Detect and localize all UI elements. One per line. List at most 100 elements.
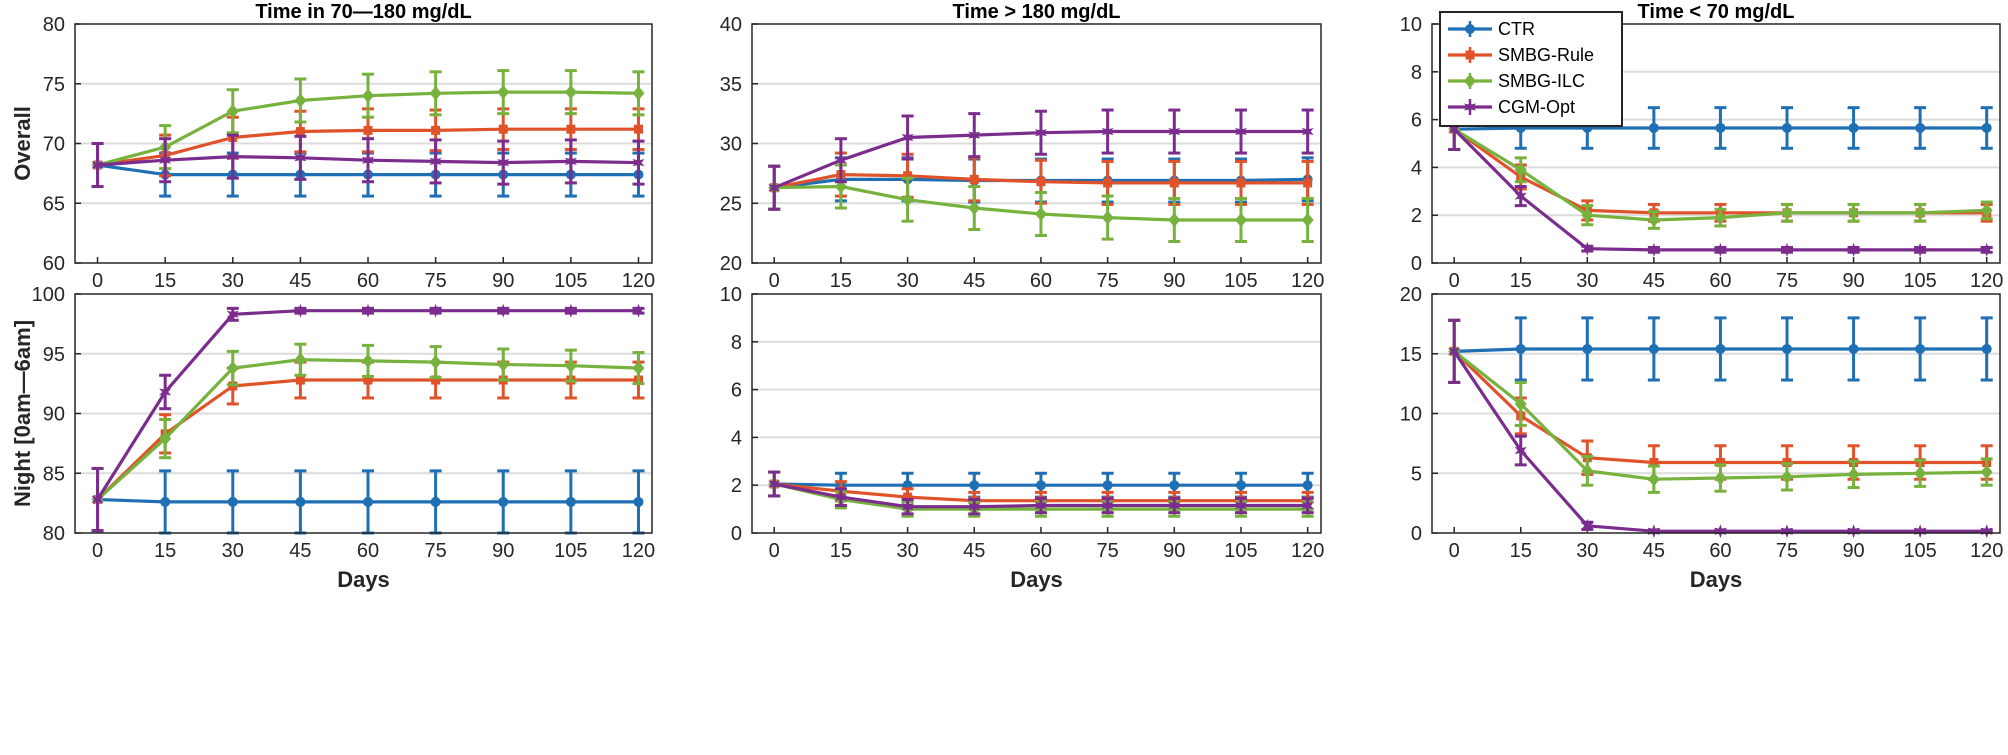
data-point xyxy=(1647,242,1660,257)
y-tick-label: 90 xyxy=(43,404,65,426)
data-point xyxy=(834,153,847,168)
data-point xyxy=(363,375,373,385)
x-tick-label: 45 xyxy=(1643,540,1665,562)
series-cgm-opt xyxy=(91,303,645,533)
data-point xyxy=(1781,205,1793,220)
data-point xyxy=(1647,472,1660,487)
x-tick-label: 120 xyxy=(1970,540,2003,562)
data-point xyxy=(1514,396,1527,411)
data-point xyxy=(1980,465,1993,480)
x-tick-label: 120 xyxy=(1970,270,2003,292)
x-tick-label: 0 xyxy=(1449,540,1460,562)
data-point xyxy=(969,480,980,491)
data-point xyxy=(1981,343,1992,354)
data-point xyxy=(1714,242,1727,257)
x-tick-label: 60 xyxy=(1030,270,1052,292)
x-tick-label: 15 xyxy=(1510,270,1532,292)
data-point xyxy=(1980,242,1993,257)
data-point xyxy=(363,125,373,135)
data-point xyxy=(226,149,239,164)
y-tick-label: 2 xyxy=(731,475,742,497)
data-point xyxy=(1715,457,1725,467)
data-point xyxy=(295,375,305,385)
series-ctr xyxy=(91,466,645,535)
y-tick-label: 0 xyxy=(1411,523,1422,545)
data-point xyxy=(294,150,307,165)
data-point xyxy=(1915,343,1926,354)
data-point xyxy=(1102,480,1113,491)
data-point xyxy=(294,93,307,108)
data-point xyxy=(497,85,510,100)
data-point xyxy=(1980,203,1993,218)
x-tick-label: 105 xyxy=(554,540,587,562)
data-point xyxy=(1914,466,1927,481)
x-tick-label: 90 xyxy=(492,270,514,292)
data-point xyxy=(632,361,645,376)
data-point xyxy=(1301,124,1314,139)
data-point xyxy=(1168,498,1181,513)
data-point xyxy=(1168,212,1181,227)
data-point xyxy=(363,496,374,507)
y-tick-label: 6 xyxy=(731,380,742,402)
y-tick-label: 75 xyxy=(43,74,65,96)
data-point xyxy=(1714,471,1727,486)
data-point xyxy=(226,361,239,376)
data-point xyxy=(834,490,847,505)
data-point xyxy=(1036,177,1046,187)
data-point xyxy=(226,307,239,322)
x-tick-label: 0 xyxy=(92,270,103,292)
data-point xyxy=(1647,524,1660,539)
x-tick-label: 90 xyxy=(1163,540,1185,562)
data-point xyxy=(361,153,375,168)
x-tick-label: 0 xyxy=(769,270,780,292)
data-point xyxy=(226,104,239,119)
data-point xyxy=(564,154,577,169)
x-tick-label: 15 xyxy=(830,540,852,562)
legend-label: SMBG-ILC xyxy=(1498,71,1585,91)
x-tick-label: 60 xyxy=(1030,540,1052,562)
legend-item-smbg-ilc: SMBG-ILC xyxy=(1448,71,1585,91)
data-point xyxy=(1234,212,1247,227)
axes-box xyxy=(1431,23,2001,264)
x-tick-label: 30 xyxy=(896,270,918,292)
data-point xyxy=(1448,122,1461,137)
axes-box xyxy=(751,293,1322,534)
data-point xyxy=(1581,518,1594,533)
data-point xyxy=(633,496,644,507)
data-point xyxy=(1169,178,1179,188)
x-tick-label: 45 xyxy=(963,270,985,292)
x-tick-label: 75 xyxy=(1097,540,1119,562)
x-tick-label: 75 xyxy=(1776,540,1798,562)
x-tick-label: 60 xyxy=(1709,270,1731,292)
data-point xyxy=(901,192,914,207)
data-point xyxy=(91,492,104,507)
data-point xyxy=(1035,480,1046,491)
x-tick-label: 105 xyxy=(554,270,587,292)
y-tick-label: 4 xyxy=(1411,157,1422,179)
data-point xyxy=(1915,122,1926,133)
data-point xyxy=(1581,241,1594,256)
y-tick-label: 10 xyxy=(1400,404,1422,426)
legend-label: CTR xyxy=(1498,19,1535,39)
legend-marker xyxy=(1464,74,1476,88)
data-point xyxy=(497,303,510,318)
data-point xyxy=(429,154,442,169)
data-point xyxy=(1235,480,1246,491)
data-point xyxy=(160,496,171,507)
data-point xyxy=(1514,443,1527,458)
data-point xyxy=(227,496,238,507)
data-point xyxy=(968,201,981,216)
legend-item-cgm-opt: CGM-Opt xyxy=(1448,97,1575,117)
data-point xyxy=(968,499,981,514)
data-point xyxy=(1234,124,1247,139)
data-point xyxy=(1303,178,1313,188)
data-point xyxy=(1781,469,1793,484)
x-tick-label: 0 xyxy=(92,540,103,562)
data-point xyxy=(1780,242,1794,257)
y-tick-label: 10 xyxy=(1400,14,1422,36)
x-tick-label: 0 xyxy=(1449,270,1460,292)
y-tick-label: 10 xyxy=(720,284,742,306)
panel-overall-above: 20 25 30 35 40 0 15 30 45 60 75 90 105 120 Time > 180 … xyxy=(720,1,1325,292)
series-smbg-rule xyxy=(1448,318,1993,481)
data-point xyxy=(901,130,914,145)
